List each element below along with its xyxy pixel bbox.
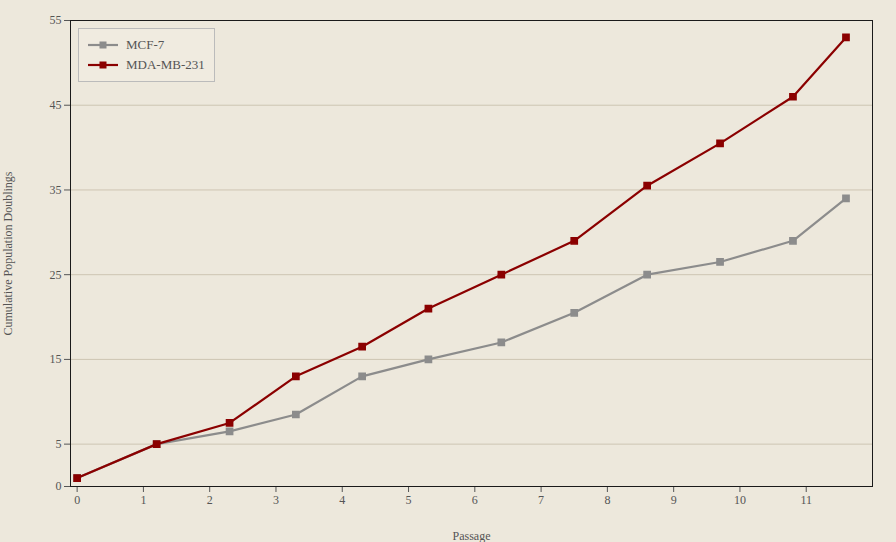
svg-text:4: 4 [339,493,345,507]
svg-text:1: 1 [140,493,146,507]
svg-text:55: 55 [50,13,62,27]
svg-text:5: 5 [406,493,412,507]
svg-text:25: 25 [50,268,62,282]
svg-text:11: 11 [800,493,812,507]
svg-text:2: 2 [207,493,213,507]
html-text:MCF-7: MCF-7 [126,37,165,52]
svg-text:8: 8 [604,493,610,507]
svg-text:35: 35 [50,183,62,197]
svg-text:9: 9 [671,493,677,507]
svg-text:45: 45 [50,98,62,112]
svg-text:15: 15 [50,352,62,366]
svg-text:0: 0 [74,493,80,507]
svg-text:3: 3 [273,493,279,507]
svg-text:Passage: Passage [453,529,491,542]
svg-text:6: 6 [472,493,478,507]
svg-text:5: 5 [56,437,62,451]
svg-text:7: 7 [538,493,544,507]
svg-text:Cumulative Population Doubling: Cumulative Population Doublings [1,171,15,335]
svg-text:10: 10 [734,493,746,507]
html-text:MDA-MB-231: MDA-MB-231 [126,57,205,72]
svg-text:0: 0 [56,479,62,493]
